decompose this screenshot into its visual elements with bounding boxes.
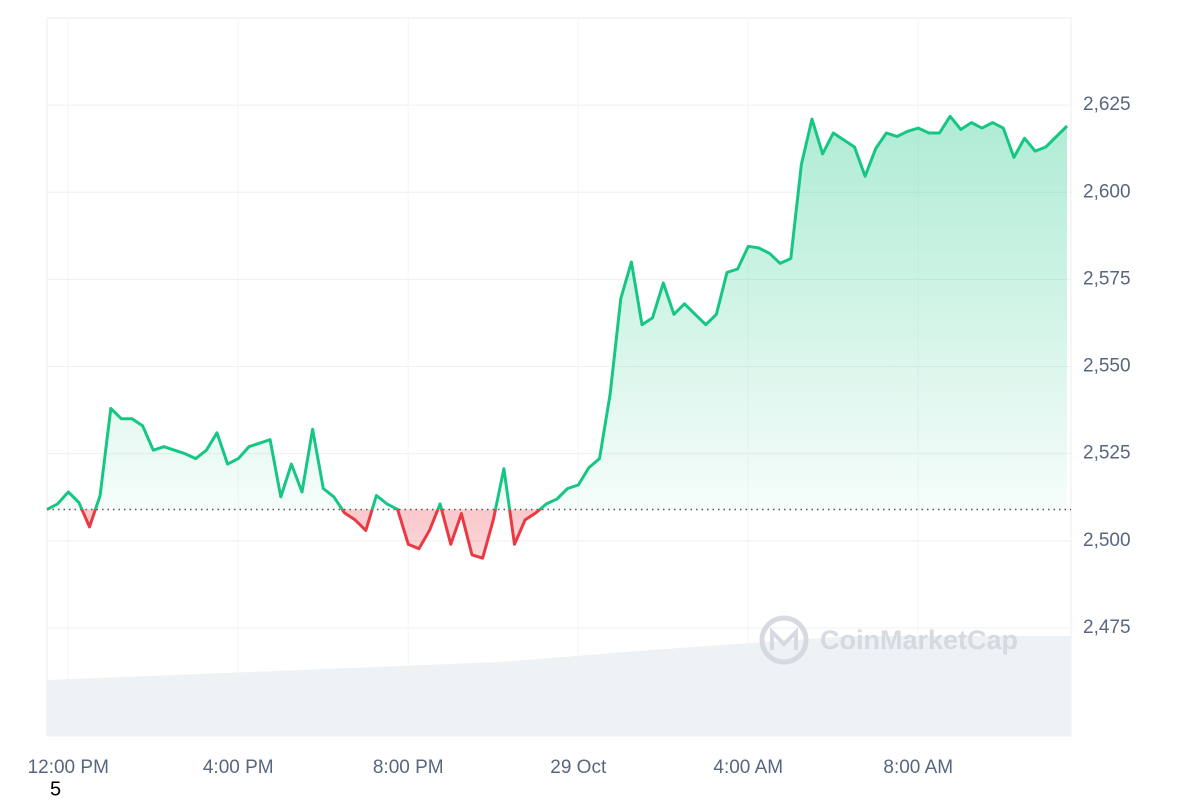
y-tick-label: 2,500 — [1083, 530, 1131, 551]
y-tick-label: 2,575 — [1083, 268, 1131, 289]
watermark: CoinMarketCap — [759, 615, 1018, 665]
y-tick-label: 2,550 — [1083, 356, 1131, 377]
y-tick-label: 2,475 — [1083, 617, 1131, 638]
volume-area — [47, 636, 1071, 736]
watermark-text: CoinMarketCap — [820, 625, 1018, 655]
x-tick-label: 4:00 AM — [713, 757, 783, 778]
x-tick-label: 4:00 PM — [203, 757, 274, 778]
x-tick-label: 12:00 PM — [28, 757, 109, 778]
y-tick-label: 2,625 — [1083, 94, 1131, 115]
price-area — [47, 116, 1067, 559]
y-tick-label: 2,525 — [1083, 443, 1131, 464]
price-line — [46, 114, 1069, 560]
footnote: 5 — [50, 778, 61, 800]
y-tick-label: 2,600 — [1083, 181, 1131, 202]
x-tick-label: 8:00 AM — [883, 757, 953, 778]
x-tick-label: 29 Oct — [550, 757, 607, 778]
x-tick-label: 8:00 PM — [373, 757, 444, 778]
